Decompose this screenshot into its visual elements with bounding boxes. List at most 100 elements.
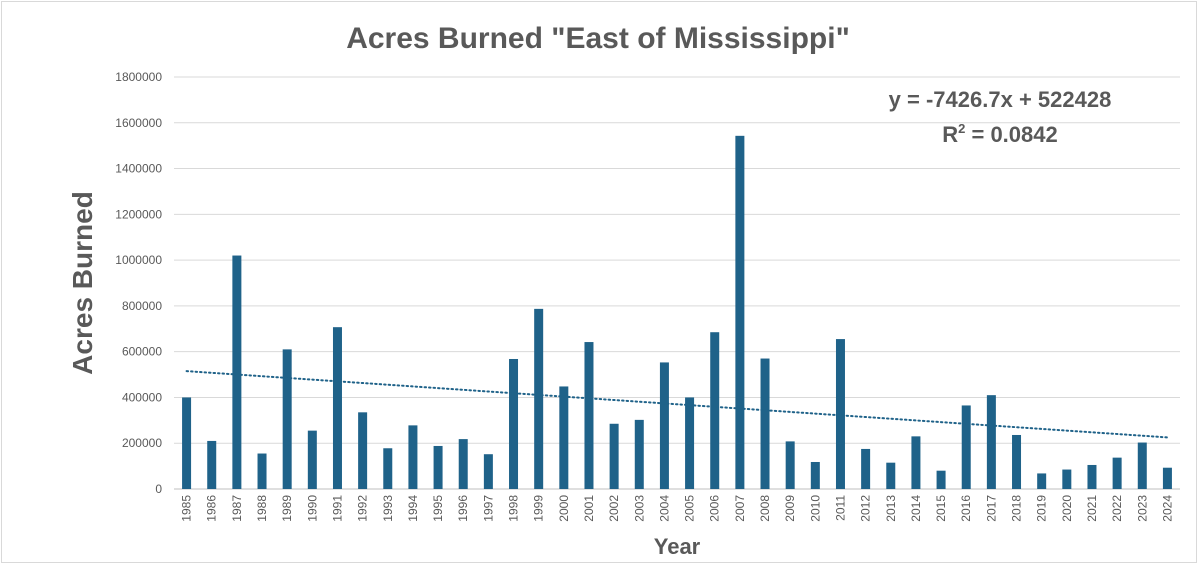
x-tick-label: 2017 <box>984 495 998 522</box>
x-tick-label: 2021 <box>1085 495 1099 522</box>
bar-1995 <box>433 445 443 489</box>
bar-1996 <box>458 439 468 489</box>
y-tick-label: 1400000 <box>115 162 162 176</box>
bar-2016 <box>961 405 971 489</box>
trendline-r-squared: R2 = 0.0842 <box>942 121 1058 147</box>
bar-2012 <box>861 448 871 489</box>
bar-2020 <box>1062 469 1072 489</box>
x-tick-label: 1986 <box>205 495 219 522</box>
x-tick-label: 2011 <box>833 495 847 521</box>
bars <box>182 135 1172 489</box>
bar-2006 <box>710 332 720 489</box>
bar-1999 <box>534 308 544 489</box>
bar-2009 <box>785 441 795 489</box>
y-tick-label: 1000000 <box>115 253 162 267</box>
y-axis-ticks: 0 200000 400000 600000 800000 1000000 1200000 1… <box>115 70 162 496</box>
bar-1986 <box>207 440 217 489</box>
bar-1994 <box>408 425 418 489</box>
bar-1987 <box>232 255 242 489</box>
x-axis-label: Year <box>654 534 701 559</box>
y-tick-label: 400000 <box>122 390 162 404</box>
x-tick-label: 2006 <box>708 495 722 522</box>
bar-1985 <box>182 397 192 489</box>
y-axis-label: Acres Burned <box>67 191 98 375</box>
bar-2005 <box>685 397 695 489</box>
x-tick-label: 1999 <box>532 495 546 522</box>
trendline-line <box>185 370 1169 439</box>
x-tick-label: 2018 <box>1010 495 1024 522</box>
bar-1998 <box>509 358 519 489</box>
bar-2018 <box>1012 434 1022 489</box>
x-tick-label: 1987 <box>230 495 244 522</box>
bar-1992 <box>358 412 368 489</box>
y-tick-label: 600000 <box>122 345 162 359</box>
x-tick-label: 2008 <box>758 495 772 522</box>
trendline-equation: y = -7426.7x + 522428 <box>889 87 1112 112</box>
y-tick-label: 1800000 <box>115 70 162 84</box>
y-tick-label: 0 <box>155 482 162 496</box>
x-tick-label: 1992 <box>356 495 370 522</box>
bar-2010 <box>810 461 820 489</box>
x-tick-label: 1997 <box>481 495 495 522</box>
x-tick-label: 2013 <box>884 495 898 522</box>
bar-2003 <box>634 419 644 489</box>
x-tick-label: 1995 <box>431 495 445 522</box>
bar-2000 <box>559 386 569 489</box>
x-tick-label: 1988 <box>255 495 269 522</box>
x-tick-label: 2024 <box>1160 495 1174 522</box>
trendline <box>185 370 1169 439</box>
x-tick-label: 2010 <box>808 495 822 522</box>
bar-2015 <box>936 470 946 489</box>
y-tick-label: 800000 <box>122 299 162 313</box>
bar-1993 <box>383 448 393 489</box>
x-tick-label: 2019 <box>1035 495 1049 522</box>
x-tick-label: 2022 <box>1110 495 1124 522</box>
x-tick-label: 1991 <box>330 495 344 522</box>
x-tick-label: 2003 <box>632 495 646 522</box>
chart-title: Acres Burned "East of Mississippi" <box>346 22 850 55</box>
x-tick-label: 2015 <box>934 495 948 522</box>
x-tick-label: 2014 <box>909 495 923 522</box>
x-tick-label: 2002 <box>607 495 621 522</box>
x-tick-label: 1985 <box>180 495 194 522</box>
bar-1989 <box>282 349 292 489</box>
x-tick-label: 2016 <box>959 495 973 522</box>
r-squared-value: = 0.0842 <box>965 122 1057 147</box>
x-tick-label: 2020 <box>1060 495 1074 522</box>
bar-2014 <box>911 436 921 489</box>
x-tick-label: 2005 <box>683 495 697 522</box>
x-tick-label: 2000 <box>557 495 571 522</box>
x-tick-label: 1990 <box>305 495 319 522</box>
bar-1990 <box>307 430 317 489</box>
r-squared-prefix: R <box>942 122 958 147</box>
x-tick-label: 2004 <box>657 495 671 522</box>
bar-2004 <box>659 362 669 489</box>
bar-2019 <box>1037 473 1047 489</box>
bar-2007 <box>735 135 745 489</box>
bar-2024 <box>1162 467 1172 489</box>
bar-2023 <box>1137 442 1147 489</box>
x-tick-label: 2001 <box>582 495 596 522</box>
y-tick-label: 200000 <box>122 436 162 450</box>
bar-2013 <box>886 462 896 489</box>
x-tick-label: 2009 <box>783 495 797 522</box>
bar-2002 <box>609 423 619 489</box>
bar-2022 <box>1112 457 1122 489</box>
x-tick-label: 1989 <box>280 495 294 522</box>
x-tick-label: 1993 <box>381 495 395 522</box>
bar-2001 <box>584 342 594 489</box>
bar-2017 <box>986 395 996 489</box>
bar-2008 <box>760 358 770 489</box>
bar-1988 <box>257 453 267 489</box>
y-tick-label: 1600000 <box>115 116 162 130</box>
x-tick-label: 2012 <box>859 495 873 522</box>
x-tick-label: 1998 <box>507 495 521 522</box>
x-tick-label: 1996 <box>456 495 470 522</box>
x-tick-label: 2007 <box>733 495 747 522</box>
x-tick-label: 1994 <box>406 495 420 522</box>
r-squared-superscript: 2 <box>958 121 965 136</box>
bar-2021 <box>1087 464 1097 489</box>
x-tick-label: 2023 <box>1135 495 1149 522</box>
